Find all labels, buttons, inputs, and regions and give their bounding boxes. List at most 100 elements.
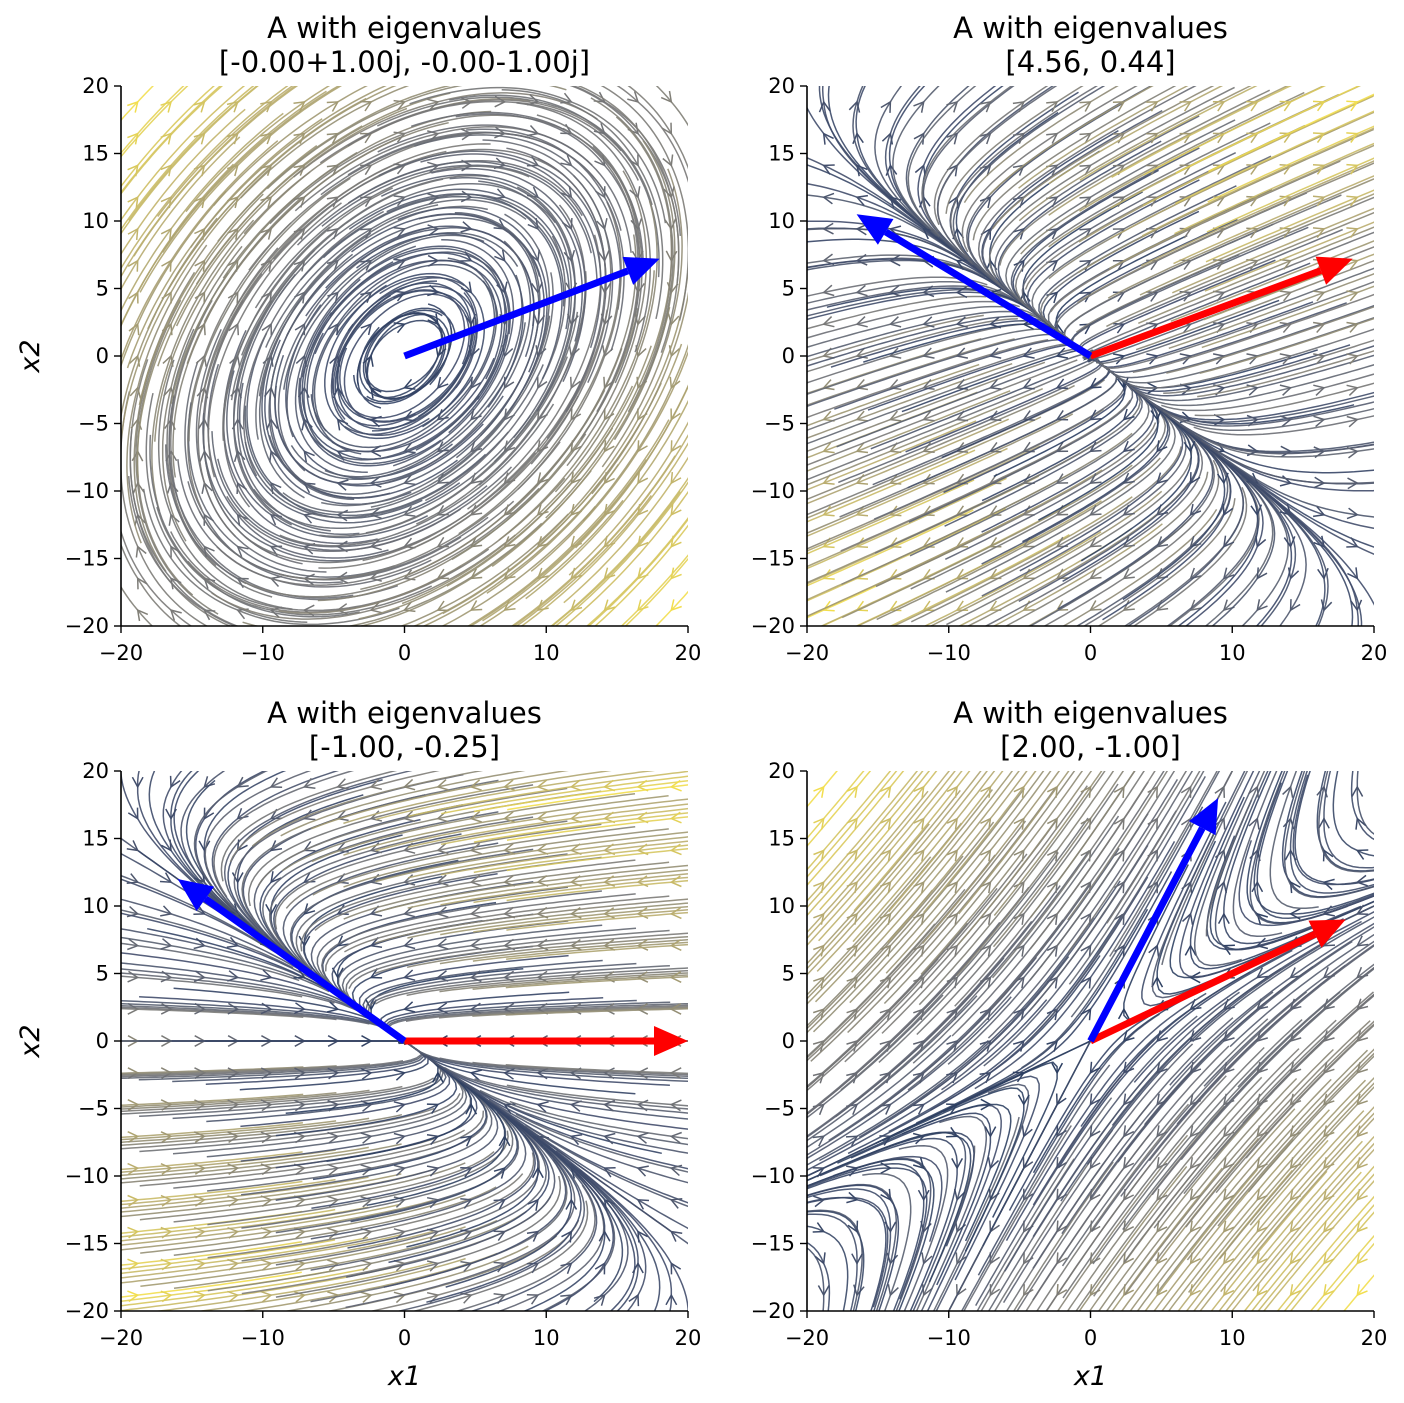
- streamline: [807, 507, 1007, 602]
- stream-arrow: [669, 1067, 682, 1080]
- streamline: [1292, 774, 1374, 886]
- stream-arrow: [260, 1227, 273, 1239]
- streamline: [121, 86, 255, 231]
- streamline: [1294, 771, 1374, 886]
- stream-arrow: [989, 1252, 1001, 1265]
- stream-arrow: [1351, 785, 1364, 797]
- streamline: [1028, 771, 1194, 1012]
- stream-arrow: [1112, 228, 1126, 239]
- stream-arrow: [494, 249, 506, 262]
- stream-arrow: [565, 1198, 578, 1210]
- streamline: [1066, 1105, 1226, 1311]
- stream-arrow: [1122, 1061, 1135, 1075]
- streamline: [992, 771, 1125, 948]
- stream-arrow: [270, 871, 282, 884]
- stream-arrow: [922, 347, 935, 359]
- stream-arrow: [879, 880, 892, 894]
- streamline: [121, 1199, 434, 1251]
- stream-arrow: [1114, 912, 1125, 925]
- stream-arrow: [813, 785, 825, 798]
- stream-arrow: [593, 1293, 606, 1306]
- streamline: [807, 999, 1048, 1171]
- stream-arrow: [946, 817, 959, 830]
- streamline: [121, 529, 193, 626]
- stream-arrow: [498, 1134, 511, 1147]
- stream-arrow: [636, 1132, 649, 1144]
- streamline: [1161, 373, 1374, 412]
- stream-arrow: [988, 410, 1002, 422]
- streamline: [1232, 771, 1283, 938]
- streamline: [554, 481, 688, 626]
- stream-arrow: [1212, 290, 1226, 302]
- stream-arrow: [128, 322, 140, 336]
- stream-arrow: [1012, 1039, 1025, 1052]
- streamline: [407, 869, 688, 909]
- stream-arrow: [227, 1002, 240, 1015]
- streamline: [1068, 771, 1205, 985]
- streamline: [990, 771, 1165, 1009]
- streamline: [121, 136, 241, 291]
- y-tick-label: −20: [751, 614, 795, 638]
- stream-arrow: [1112, 322, 1126, 334]
- streamline: [655, 590, 688, 626]
- stream-arrow: [1346, 227, 1359, 239]
- stream-arrow: [503, 874, 516, 887]
- stream-arrow: [369, 778, 383, 791]
- stream-arrow: [260, 1290, 273, 1303]
- streamline: [568, 421, 688, 576]
- stream-arrow: [846, 849, 858, 862]
- stream-arrow: [662, 154, 674, 167]
- stream-arrow: [360, 228, 373, 239]
- streamline: [1029, 771, 1176, 981]
- stream-arrow: [1180, 817, 1192, 830]
- stream-arrow: [603, 376, 614, 390]
- stream-arrow: [1046, 849, 1058, 862]
- chart-title-line-2: [2.00, -1.00]: [1000, 730, 1181, 764]
- stream-arrow: [1212, 100, 1226, 112]
- stream-arrow: [1222, 567, 1235, 580]
- stream-arrow: [946, 912, 959, 925]
- stream-arrow: [1013, 880, 1025, 894]
- y-axis-label: x2: [15, 1024, 46, 1058]
- stream-arrow: [1212, 353, 1226, 365]
- streamline: [1151, 771, 1246, 999]
- stream-arrow: [303, 872, 316, 884]
- stream-arrow: [913, 944, 925, 957]
- y-tick-label: −5: [764, 412, 795, 436]
- streamline: [507, 784, 688, 811]
- streamline: [1209, 966, 1374, 1125]
- streamline: [992, 86, 1215, 230]
- stream-arrow: [426, 1228, 440, 1240]
- stream-arrow: [236, 776, 249, 788]
- stream-arrow: [1350, 599, 1363, 612]
- streamline: [220, 771, 398, 882]
- streamline: [506, 943, 688, 960]
- stream-arrow: [1079, 164, 1092, 176]
- stream-arrow: [293, 164, 306, 176]
- streamline: [807, 328, 1081, 396]
- streamline: [121, 1239, 336, 1270]
- streamline: [807, 1158, 935, 1311]
- stream-arrow: [634, 313, 646, 326]
- streamline: [807, 789, 961, 970]
- stream-arrow: [1289, 1188, 1302, 1202]
- stream-arrow: [136, 608, 149, 622]
- stream-arrow: [912, 1132, 926, 1145]
- stream-arrow: [855, 284, 868, 297]
- stream-arrow: [126, 840, 139, 852]
- stream-arrow: [1013, 785, 1025, 798]
- stream-arrow: [1022, 378, 1035, 390]
- stream-arrow: [1356, 1125, 1368, 1138]
- stream-arrow: [1147, 817, 1158, 830]
- stream-arrow: [1216, 472, 1229, 485]
- stream-arrow: [1356, 1157, 1368, 1170]
- streamline: [853, 771, 971, 912]
- stream-arrow: [336, 603, 349, 615]
- streamline: [807, 1184, 900, 1311]
- streamline: [807, 1039, 989, 1166]
- x-axis-label: x1: [1073, 1361, 1107, 1392]
- stream-arrow: [360, 1068, 373, 1080]
- streamline: [1070, 771, 1221, 1018]
- streamline: [1173, 175, 1374, 265]
- stream-arrow: [303, 903, 316, 916]
